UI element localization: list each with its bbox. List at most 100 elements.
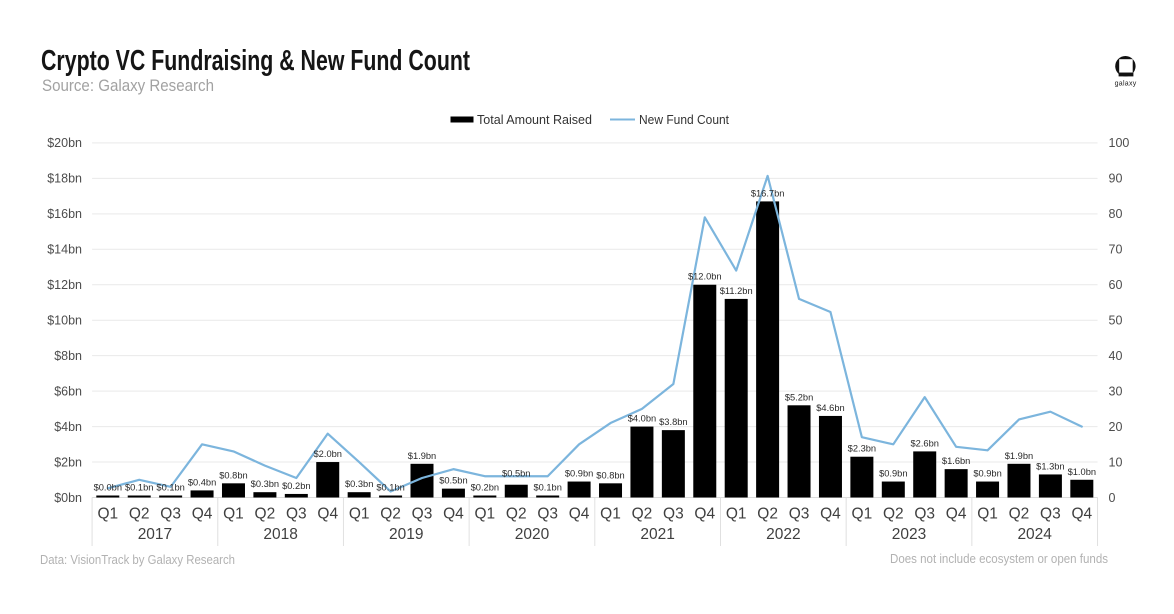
svg-text:$0.4bn: $0.4bn (188, 477, 216, 487)
svg-text:Q3: Q3 (412, 506, 433, 523)
svg-text:$4bn: $4bn (54, 420, 82, 434)
svg-text:$0.9bn: $0.9bn (879, 469, 907, 479)
svg-text:Q1: Q1 (600, 506, 621, 523)
svg-text:Q1: Q1 (726, 506, 747, 523)
svg-text:Q1: Q1 (349, 506, 370, 523)
svg-text:2021: 2021 (640, 526, 674, 543)
svg-text:Does not include ecosystem or: Does not include ecosystem or open funds (890, 551, 1108, 566)
svg-text:$8bn: $8bn (54, 349, 82, 363)
svg-text:$16.7bn: $16.7bn (751, 188, 785, 198)
svg-text:$11.2bn: $11.2bn (720, 286, 753, 296)
svg-text:$0.8bn: $0.8bn (219, 470, 247, 480)
svg-text:Q4: Q4 (946, 506, 967, 523)
svg-text:Source: Galaxy Research: Source: Galaxy Research (42, 77, 214, 95)
svg-text:Data: VisionTrack by Galaxy Re: Data: VisionTrack by Galaxy Research (40, 552, 235, 567)
svg-text:2018: 2018 (263, 526, 297, 543)
svg-text:Q2: Q2 (506, 506, 527, 523)
svg-text:$5.2bn: $5.2bn (785, 392, 813, 402)
svg-text:galaxy: galaxy (1115, 81, 1137, 88)
svg-text:$0.1bn: $0.1bn (533, 483, 561, 493)
svg-text:$1.0bn: $1.0bn (1068, 467, 1096, 477)
svg-text:Q1: Q1 (97, 506, 118, 523)
svg-text:$0.9bn: $0.9bn (565, 469, 593, 479)
svg-text:10: 10 (1109, 455, 1123, 469)
svg-text:2023: 2023 (892, 526, 926, 543)
svg-text:$2bn: $2bn (54, 455, 82, 469)
svg-text:0: 0 (1109, 491, 1116, 505)
svg-text:$1.9bn: $1.9bn (408, 451, 436, 461)
svg-text:60: 60 (1109, 278, 1123, 292)
svg-text:$12bn: $12bn (47, 278, 82, 292)
svg-text:$2.0bn: $2.0bn (314, 449, 342, 459)
svg-text:Q2: Q2 (883, 506, 904, 523)
svg-text:$16bn: $16bn (47, 207, 82, 221)
svg-text:Q2: Q2 (129, 506, 150, 523)
svg-text:Q2: Q2 (380, 506, 401, 523)
svg-text:Crypto VC Fundraising & New Fu: Crypto VC Fundraising & New Fund Count (41, 45, 470, 77)
svg-text:Q4: Q4 (317, 506, 338, 523)
svg-text:Total Amount Raised: Total Amount Raised (477, 112, 592, 127)
svg-text:$0.3bn: $0.3bn (345, 479, 373, 489)
svg-text:100: 100 (1109, 136, 1130, 150)
svg-text:$2.3bn: $2.3bn (848, 444, 876, 454)
svg-text:Q3: Q3 (1040, 506, 1061, 523)
svg-text:30: 30 (1109, 384, 1123, 398)
svg-text:Q1: Q1 (223, 506, 244, 523)
svg-text:2017: 2017 (138, 526, 172, 543)
svg-text:80: 80 (1109, 207, 1123, 221)
svg-text:Q4: Q4 (694, 506, 715, 523)
svg-text:$0bn: $0bn (54, 491, 82, 505)
svg-text:90: 90 (1109, 172, 1123, 186)
svg-text:$20bn: $20bn (47, 136, 82, 150)
svg-text:$6bn: $6bn (54, 384, 82, 398)
svg-text:Q1: Q1 (474, 506, 495, 523)
svg-text:$0.3bn: $0.3bn (251, 479, 279, 489)
svg-text:2024: 2024 (1017, 526, 1052, 543)
svg-text:Q4: Q4 (820, 506, 841, 523)
svg-text:Q1: Q1 (852, 506, 873, 523)
svg-text:$3.8bn: $3.8bn (659, 417, 687, 427)
svg-text:Q1: Q1 (977, 506, 998, 523)
svg-text:2022: 2022 (766, 526, 800, 543)
svg-text:$0.0bn: $0.0bn (94, 483, 122, 493)
svg-text:$0.9bn: $0.9bn (973, 469, 1001, 479)
svg-text:$0.1bn: $0.1bn (376, 483, 404, 493)
svg-text:$0.1bn: $0.1bn (125, 483, 153, 493)
svg-text:20: 20 (1109, 420, 1123, 434)
svg-text:Q4: Q4 (1071, 506, 1092, 523)
svg-text:Q3: Q3 (663, 506, 684, 523)
svg-text:Q3: Q3 (160, 506, 181, 523)
svg-text:$0.2bn: $0.2bn (282, 481, 310, 491)
svg-text:New Fund Count: New Fund Count (639, 112, 729, 127)
svg-text:$18bn: $18bn (47, 172, 82, 186)
svg-text:$0.8bn: $0.8bn (596, 470, 624, 480)
svg-text:$10bn: $10bn (47, 314, 82, 328)
svg-text:Q3: Q3 (914, 506, 935, 523)
svg-text:$1.3bn: $1.3bn (1036, 461, 1064, 471)
svg-text:$1.6bn: $1.6bn (942, 456, 970, 466)
svg-text:$4.6bn: $4.6bn (816, 403, 844, 413)
svg-text:Q3: Q3 (537, 506, 558, 523)
svg-text:70: 70 (1109, 243, 1123, 257)
svg-text:Q4: Q4 (569, 506, 590, 523)
svg-text:$0.5bn: $0.5bn (502, 469, 530, 479)
svg-text:Q4: Q4 (443, 506, 464, 523)
svg-text:$14bn: $14bn (47, 243, 82, 257)
svg-text:$12.0bn: $12.0bn (688, 272, 722, 282)
svg-text:Q2: Q2 (757, 506, 778, 523)
svg-text:50: 50 (1109, 314, 1123, 328)
svg-text:$0.2bn: $0.2bn (471, 483, 499, 493)
svg-text:$2.6bn: $2.6bn (911, 438, 939, 448)
svg-text:Q4: Q4 (192, 506, 213, 523)
svg-text:2020: 2020 (515, 526, 550, 543)
svg-text:Q2: Q2 (255, 506, 276, 523)
svg-text:$0.5bn: $0.5bn (439, 476, 467, 486)
svg-text:2019: 2019 (389, 526, 423, 543)
svg-text:Q2: Q2 (1009, 506, 1030, 523)
svg-text:Q3: Q3 (789, 506, 810, 523)
svg-text:40: 40 (1109, 349, 1123, 363)
svg-text:$1.9bn: $1.9bn (1005, 451, 1033, 461)
svg-text:$0.1bn: $0.1bn (156, 483, 184, 493)
svg-text:Q2: Q2 (632, 506, 653, 523)
svg-text:Q3: Q3 (286, 506, 307, 523)
